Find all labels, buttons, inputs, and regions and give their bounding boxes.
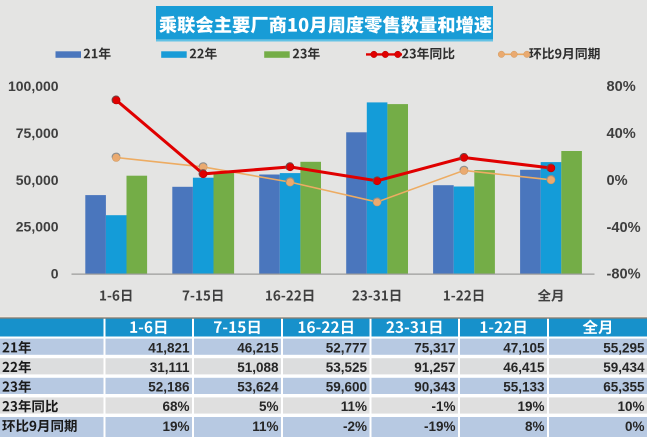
svg-text:91,257: 91,257 <box>414 360 455 375</box>
svg-text:75,000: 75,000 <box>16 125 59 141</box>
svg-text:-2%: -2% <box>343 419 367 434</box>
svg-text:5%: 5% <box>259 399 279 414</box>
svg-text:46,415: 46,415 <box>503 360 545 375</box>
svg-text:51,088: 51,088 <box>237 360 279 375</box>
svg-text:47,105: 47,105 <box>503 340 545 355</box>
svg-text:55,133: 55,133 <box>503 380 545 395</box>
svg-text:19%: 19% <box>162 419 189 434</box>
svg-text:0%: 0% <box>625 419 645 434</box>
svg-text:50,000: 50,000 <box>16 172 59 188</box>
svg-text:100,000: 100,000 <box>8 78 59 94</box>
svg-text:52,777: 52,777 <box>326 340 367 355</box>
svg-text:41,821: 41,821 <box>148 340 190 355</box>
svg-text:53,525: 53,525 <box>326 360 368 375</box>
svg-text:11%: 11% <box>341 399 367 414</box>
svg-text:80%: 80% <box>607 79 636 95</box>
svg-text:-1%: -1% <box>431 399 455 414</box>
svg-text:55,295: 55,295 <box>603 340 645 355</box>
svg-text:0%: 0% <box>607 173 628 189</box>
svg-text:19%: 19% <box>517 399 544 414</box>
svg-text:52,186: 52,186 <box>148 380 190 395</box>
svg-text:0: 0 <box>51 266 59 282</box>
svg-text:40%: 40% <box>607 126 636 142</box>
svg-text:-40%: -40% <box>607 220 641 236</box>
svg-text:90,343: 90,343 <box>414 380 456 395</box>
svg-text:46,215: 46,215 <box>237 340 279 355</box>
svg-text:59,434: 59,434 <box>603 360 645 375</box>
svg-text:31,111: 31,111 <box>150 360 190 375</box>
svg-text:75,317: 75,317 <box>414 340 455 355</box>
svg-text:10%: 10% <box>617 399 644 414</box>
svg-text:-19%: -19% <box>424 419 456 434</box>
svg-text:-80%: -80% <box>607 267 641 283</box>
svg-text:59,600: 59,600 <box>326 380 367 395</box>
svg-text:25,000: 25,000 <box>16 219 59 235</box>
svg-text:11%: 11% <box>252 419 278 434</box>
svg-text:65,355: 65,355 <box>603 380 645 395</box>
svg-text:68%: 68% <box>162 399 189 414</box>
svg-text:53,624: 53,624 <box>237 380 279 395</box>
svg-text:8%: 8% <box>525 419 545 434</box>
